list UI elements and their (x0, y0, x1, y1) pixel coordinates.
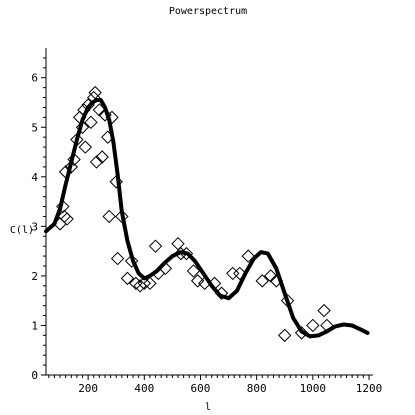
y-tick-label: 3 (31, 220, 38, 233)
y-tick-label: 2 (31, 270, 38, 283)
data-point-diamond (124, 254, 139, 268)
y-tick-label: 5 (31, 121, 38, 134)
data-point-diamond (294, 326, 309, 340)
data-point-diamond (88, 85, 102, 100)
data-point-diamond (75, 120, 90, 134)
data-point-diamond (105, 110, 119, 125)
data-point-diamond (280, 293, 295, 308)
x-axis-label: l (205, 402, 211, 413)
data-point-diamond (95, 150, 109, 164)
data-point-diamond (110, 251, 125, 266)
data-point-diamond (233, 266, 247, 281)
data-point-diamond (269, 274, 284, 288)
data-point-diamond (174, 246, 188, 261)
data-point-diamond (109, 175, 123, 189)
data-point-diamond (120, 271, 135, 286)
data-point-diamond (137, 276, 152, 291)
data-point-diamond (89, 155, 104, 169)
data-point-diamond (60, 212, 74, 226)
data-point-diamond (255, 274, 269, 288)
data-point-diamond (317, 303, 331, 318)
data-point-diamond (70, 132, 84, 147)
x-tick-label: 400 (134, 382, 154, 395)
model-curve-line (44, 98, 370, 339)
x-tick-label: 600 (191, 382, 211, 395)
y-tick-label: 1 (31, 319, 38, 332)
data-point-diamond (101, 130, 115, 144)
y-tick-label: 6 (31, 72, 38, 85)
data-point-diamond (81, 98, 95, 112)
x-tick-label: 1200 (356, 382, 383, 395)
data-point-diamond (143, 276, 157, 291)
data-point-diamond (320, 318, 334, 333)
data-point-diamond (148, 239, 163, 253)
data-point-diamond (214, 286, 229, 300)
data-point-diamond (115, 209, 129, 224)
data-point-diamond (77, 103, 91, 117)
y-tick-label: 4 (31, 171, 38, 184)
data-point-diamond (102, 209, 116, 224)
y-tick-label: 0 (31, 369, 38, 382)
data-point-diamond (241, 249, 255, 263)
data-points-layer (53, 85, 334, 343)
model-curve-layer (44, 98, 370, 339)
x-tick-label: 1000 (300, 382, 327, 395)
data-point-diamond (98, 108, 112, 122)
x-tick-label: 800 (247, 382, 267, 395)
data-point-diamond (278, 328, 292, 343)
data-point-diamond (207, 276, 222, 291)
data-point-diamond (78, 140, 93, 154)
data-point-diamond (306, 318, 320, 333)
chart-title: Powerspectrum (169, 6, 247, 17)
y-axis-label: C(l) (10, 225, 34, 236)
data-point-diamond (158, 261, 173, 276)
axes: 200 400 600 800 1000 1200 0 1 2 3 4 5 6 (31, 48, 382, 395)
data-point-diamond (179, 246, 194, 261)
data-point-diamond (84, 115, 98, 130)
data-point-diamond (190, 274, 205, 288)
data-point-diamond (197, 276, 212, 291)
data-point-diamond (171, 236, 185, 251)
data-point-diamond (67, 152, 81, 167)
data-point-diamond (58, 165, 73, 179)
data-point-diamond (226, 266, 240, 281)
data-point-diamond (186, 264, 201, 278)
x-tick-label: 200 (78, 382, 98, 395)
